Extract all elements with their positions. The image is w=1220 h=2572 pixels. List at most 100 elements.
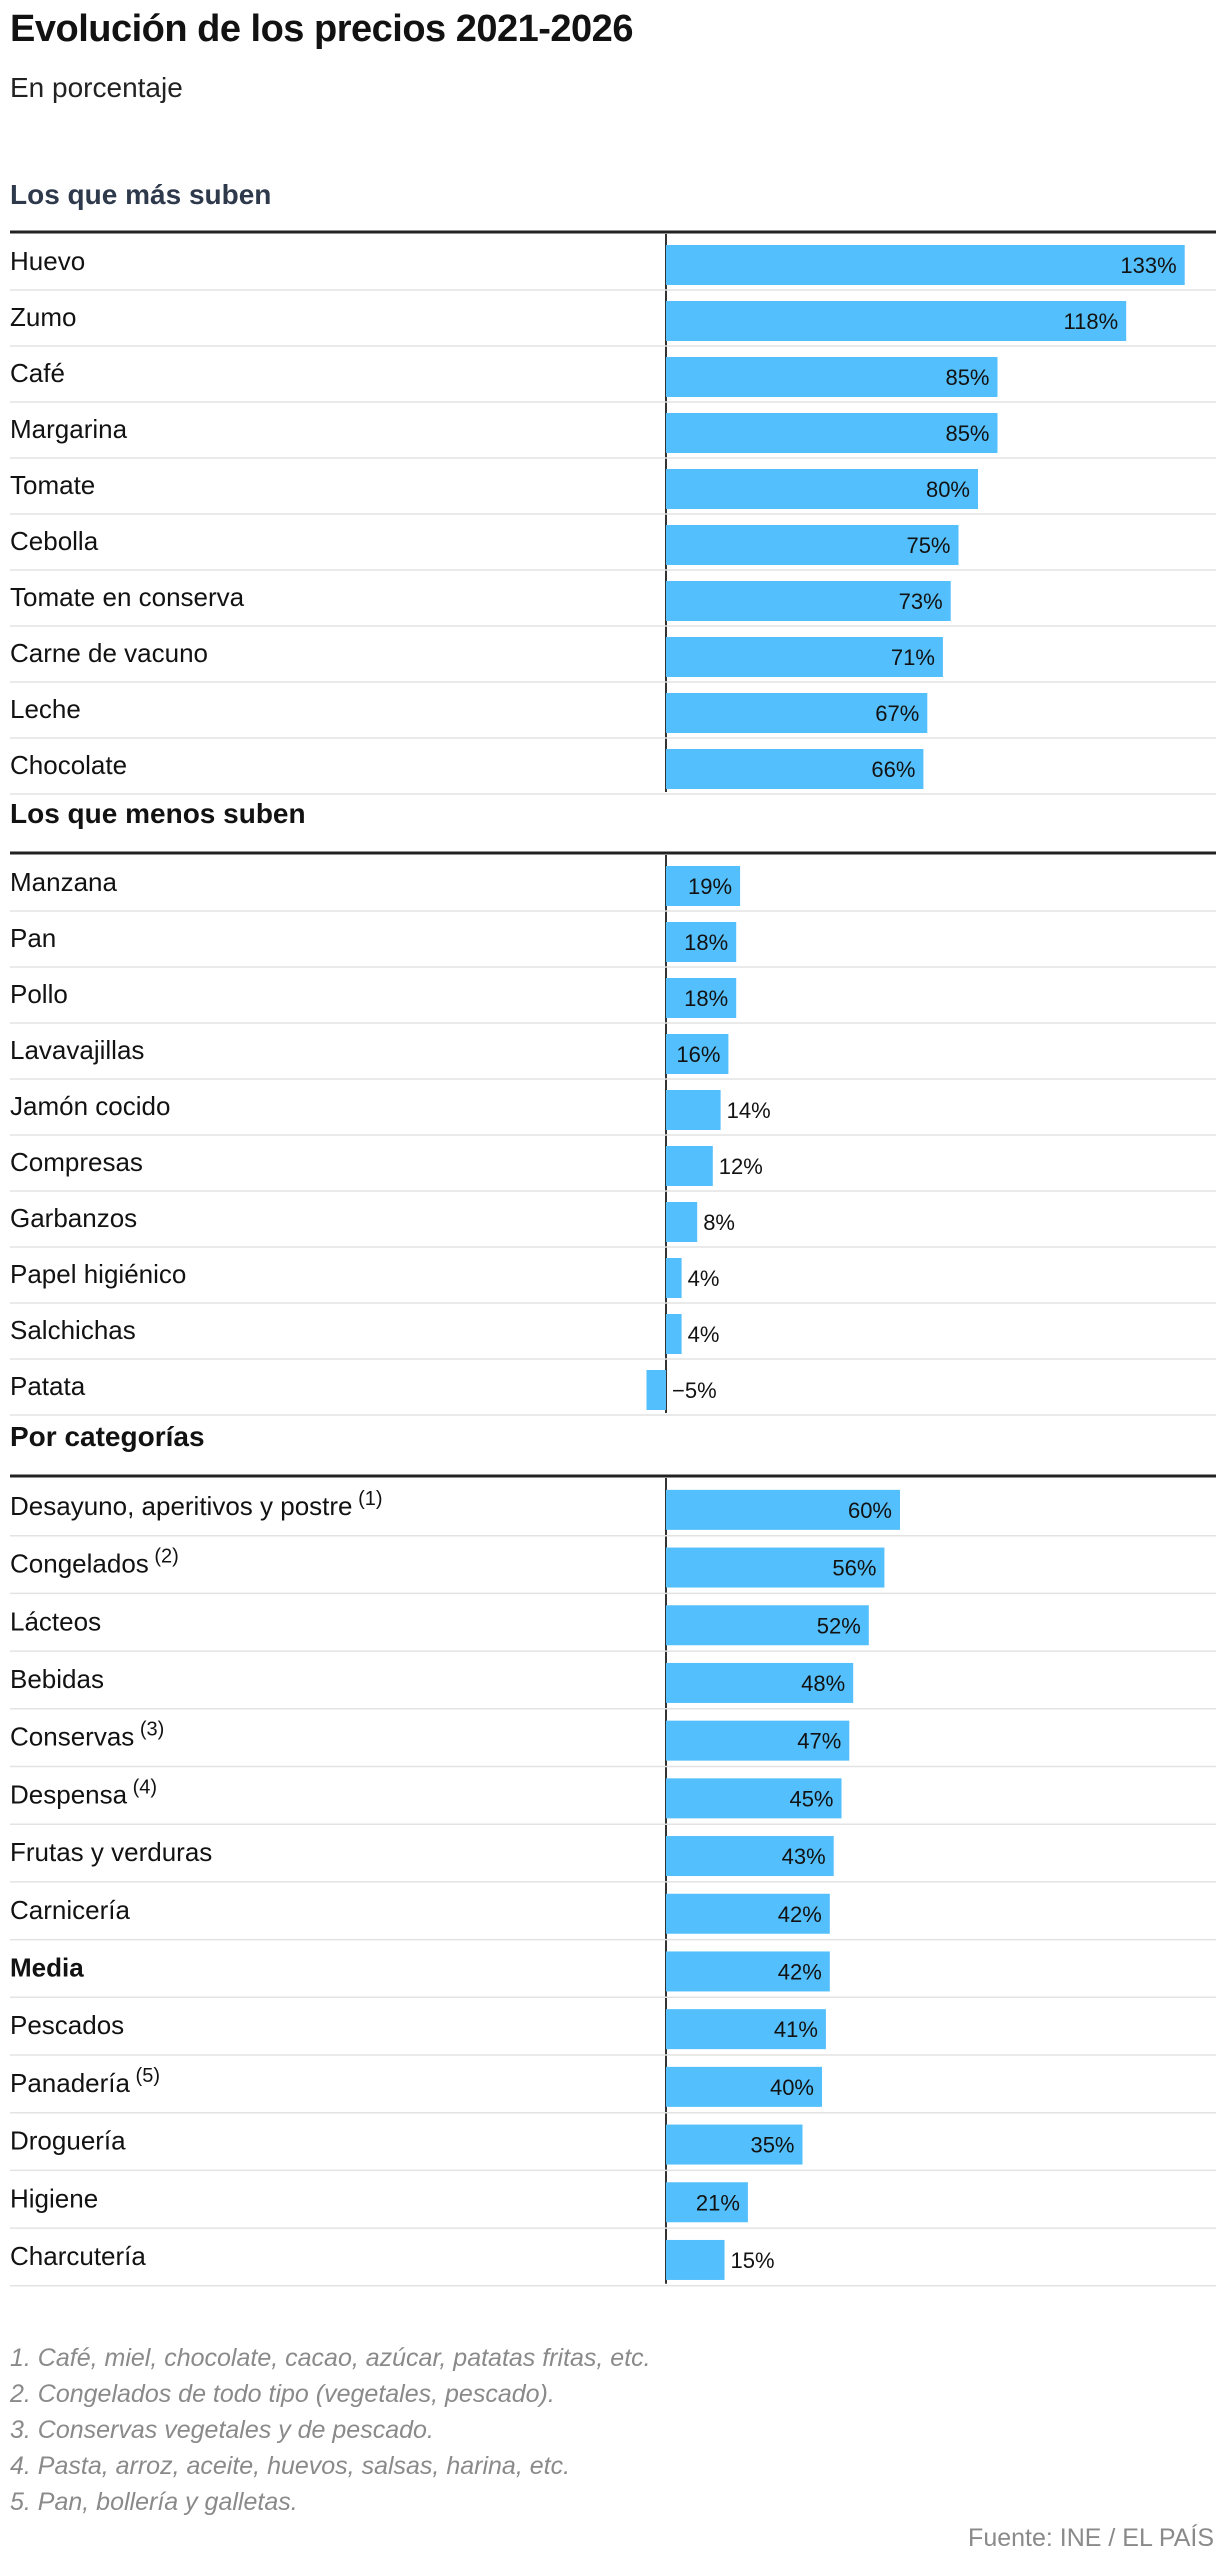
bar	[666, 1951, 830, 1992]
footnote-marker: (3)	[134, 1719, 164, 1741]
value-label: 85%	[945, 421, 989, 446]
category-label: Manzana	[10, 867, 117, 897]
footnote-marker: (5)	[130, 2065, 160, 2087]
chart-title: Evolución de los precios 2021-2026	[10, 8, 633, 50]
value-label: 40%	[770, 2075, 814, 2100]
category-label: Congelados (2)	[10, 1546, 179, 1579]
category-label: Zumo	[10, 302, 76, 332]
value-label: 18%	[684, 986, 728, 1011]
bar	[666, 301, 1127, 341]
category-label: Pollo	[10, 979, 68, 1009]
value-label: 48%	[801, 1671, 845, 1696]
bar	[666, 2239, 725, 2280]
category-label: Frutas y verduras	[10, 1837, 212, 1867]
value-label: 41%	[774, 2017, 818, 2042]
bar	[666, 1146, 713, 1186]
value-label: 15%	[731, 2248, 775, 2273]
category-label: Carne de vacuno	[10, 638, 208, 668]
category-label: Media	[10, 1952, 84, 1982]
bar	[666, 1662, 854, 1703]
footnote-2: 2. Congelados de todo tipo (vegetales, p…	[10, 2380, 555, 2408]
value-label: −5%	[672, 1378, 717, 1403]
value-label: 45%	[789, 1786, 833, 1811]
category-label: Leche	[10, 694, 81, 724]
category-label: Margarina	[10, 414, 128, 444]
bar	[666, 1314, 682, 1354]
chart-subtitle: En porcentaje	[10, 72, 183, 103]
bar	[666, 1893, 830, 1934]
value-label: 47%	[797, 1729, 841, 1754]
footnote-marker: (4)	[127, 1776, 157, 1798]
category-label: Desayuno, aperitivos y postre (1)	[10, 1488, 383, 1521]
value-label: 14%	[727, 1098, 771, 1123]
category-label: Tomate en conserva	[10, 582, 245, 612]
category-label: Compresas	[10, 1147, 143, 1177]
bar	[666, 922, 737, 962]
category-label: Lavavajillas	[10, 1035, 144, 1065]
section-title: Por categorías	[10, 1421, 205, 1452]
bar	[666, 245, 1185, 285]
category-label: Patata	[10, 1371, 86, 1401]
category-label: Droguería	[10, 2126, 126, 2156]
value-label: 52%	[817, 1613, 861, 1638]
value-label: 42%	[778, 1959, 822, 1984]
value-label: 56%	[832, 1556, 876, 1581]
bar	[666, 1605, 869, 1646]
bar	[666, 1720, 850, 1761]
value-label: 4%	[688, 1266, 720, 1291]
bar	[666, 1836, 834, 1877]
bar	[666, 525, 959, 565]
value-label: 12%	[719, 1154, 763, 1179]
value-label: 19%	[688, 874, 732, 899]
bar	[666, 581, 951, 621]
category-label: Huevo	[10, 246, 85, 276]
section-title: Los que menos suben	[10, 798, 306, 829]
category-label: Carnicería	[10, 1895, 130, 1925]
value-label: 118%	[1064, 309, 1119, 334]
value-label: 18%	[684, 930, 728, 955]
category-label: Chocolate	[10, 750, 127, 780]
bar	[666, 1034, 729, 1074]
section-title: Los que más suben	[10, 179, 271, 210]
bar	[666, 469, 978, 509]
category-label: Café	[10, 358, 65, 388]
category-label: Pescados	[10, 2010, 124, 2040]
footnote-1: 1. Café, miel, chocolate, cacao, azúcar,…	[10, 2344, 651, 2372]
footnote-marker: (2)	[149, 1546, 179, 1568]
category-label: Conservas (3)	[10, 1719, 164, 1752]
category-label: Jamón cocido	[10, 1091, 170, 1121]
category-label: Tomate	[10, 470, 95, 500]
bar	[666, 1778, 842, 1819]
footnote-3: 3. Conservas vegetales y de pescado.	[10, 2416, 434, 2444]
value-label: 66%	[871, 757, 915, 782]
bar	[666, 693, 928, 733]
value-label: 133%	[1120, 253, 1176, 278]
bar	[666, 413, 998, 453]
footnote-marker: (1)	[353, 1488, 383, 1510]
bar	[666, 1547, 885, 1588]
value-label: 85%	[945, 365, 989, 390]
bar	[666, 1258, 682, 1298]
category-label: Despensa (4)	[10, 1776, 157, 1809]
bar	[666, 2066, 822, 2107]
bar	[666, 357, 998, 397]
footnotes: 1. Café, miel, chocolate, cacao, azúcar,…	[10, 2340, 651, 2520]
value-label: 80%	[926, 477, 970, 502]
bar	[666, 1202, 698, 1242]
category-label: Panadería (5)	[10, 2065, 160, 2098]
value-label: 21%	[696, 2190, 740, 2215]
value-label: 4%	[688, 1322, 720, 1347]
value-label: 60%	[848, 1498, 892, 1523]
footnote-5: 5. Pan, bollería y galletas.	[10, 2488, 298, 2516]
category-label: Papel higiénico	[10, 1259, 186, 1289]
value-label: 67%	[875, 701, 919, 726]
value-label: 43%	[782, 1844, 826, 1869]
category-label: Charcutería	[10, 2241, 146, 2271]
bar	[666, 1090, 721, 1130]
value-label: 73%	[899, 589, 943, 614]
category-label: Higiene	[10, 2183, 98, 2213]
value-label: 8%	[703, 1210, 735, 1235]
value-label: 35%	[750, 2133, 794, 2158]
bar	[666, 637, 943, 677]
category-label: Cebolla	[10, 526, 99, 556]
